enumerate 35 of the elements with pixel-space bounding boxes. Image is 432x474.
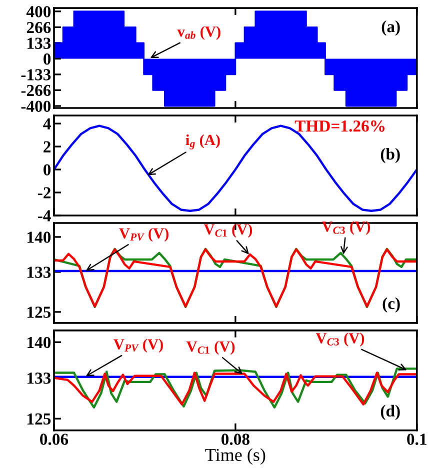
y-tick-label: 133 (28, 38, 51, 49)
y-tick-label: 4 (43, 118, 51, 130)
y-tick-label: 133 (28, 266, 51, 278)
x-tick-label: 0.08 (221, 434, 250, 445)
annotation: V$_{C1}$ (V) (186, 340, 235, 355)
annotation: V$_{C1}$ (V) (204, 224, 252, 238)
annotation: i$_{g}$ (A) (186, 134, 220, 150)
y-tick-label: 0 (44, 164, 51, 176)
y-tick-label: -266 (21, 84, 51, 96)
y-tick-label: 125 (28, 306, 51, 318)
annotation: V$_{C3}$ (V) (316, 332, 364, 346)
y-tick-label: 400 (26, 6, 51, 18)
y-tick-label: 140 (28, 232, 51, 243)
y-tick-label: -400 (21, 100, 51, 112)
y-tick-label: 140 (28, 336, 51, 348)
x-tick-label: 0.06 (40, 434, 68, 445)
y-tick-label: 266 (26, 22, 51, 34)
y-tick-label: 2 (44, 141, 51, 152)
annotation: (c) (382, 297, 400, 312)
annotation: V$_{C3}$ (V) (322, 221, 370, 235)
annotation: V$_{PV}$ (V) (114, 338, 163, 353)
x-axis-title: Time (s) (205, 448, 266, 465)
annotation: v$_{ab}$ (V) (177, 26, 220, 40)
y-tick-label: 0 (44, 53, 51, 65)
annotation: (a) (382, 20, 400, 36)
annotation: V$_{PV}$ (V) (119, 228, 168, 242)
annotation: THD=1.26% (294, 120, 384, 132)
y-tick-label: 133 (28, 372, 51, 384)
x-tick-label: 0.1 (407, 434, 426, 445)
annotation: (d) (380, 404, 400, 420)
y-tick-label: -4 (38, 210, 51, 222)
y-tick-label: -2 (38, 187, 51, 198)
y-tick-label: -133 (21, 69, 51, 80)
y-tick-label: 125 (28, 413, 51, 425)
annotation: (b) (380, 148, 400, 164)
